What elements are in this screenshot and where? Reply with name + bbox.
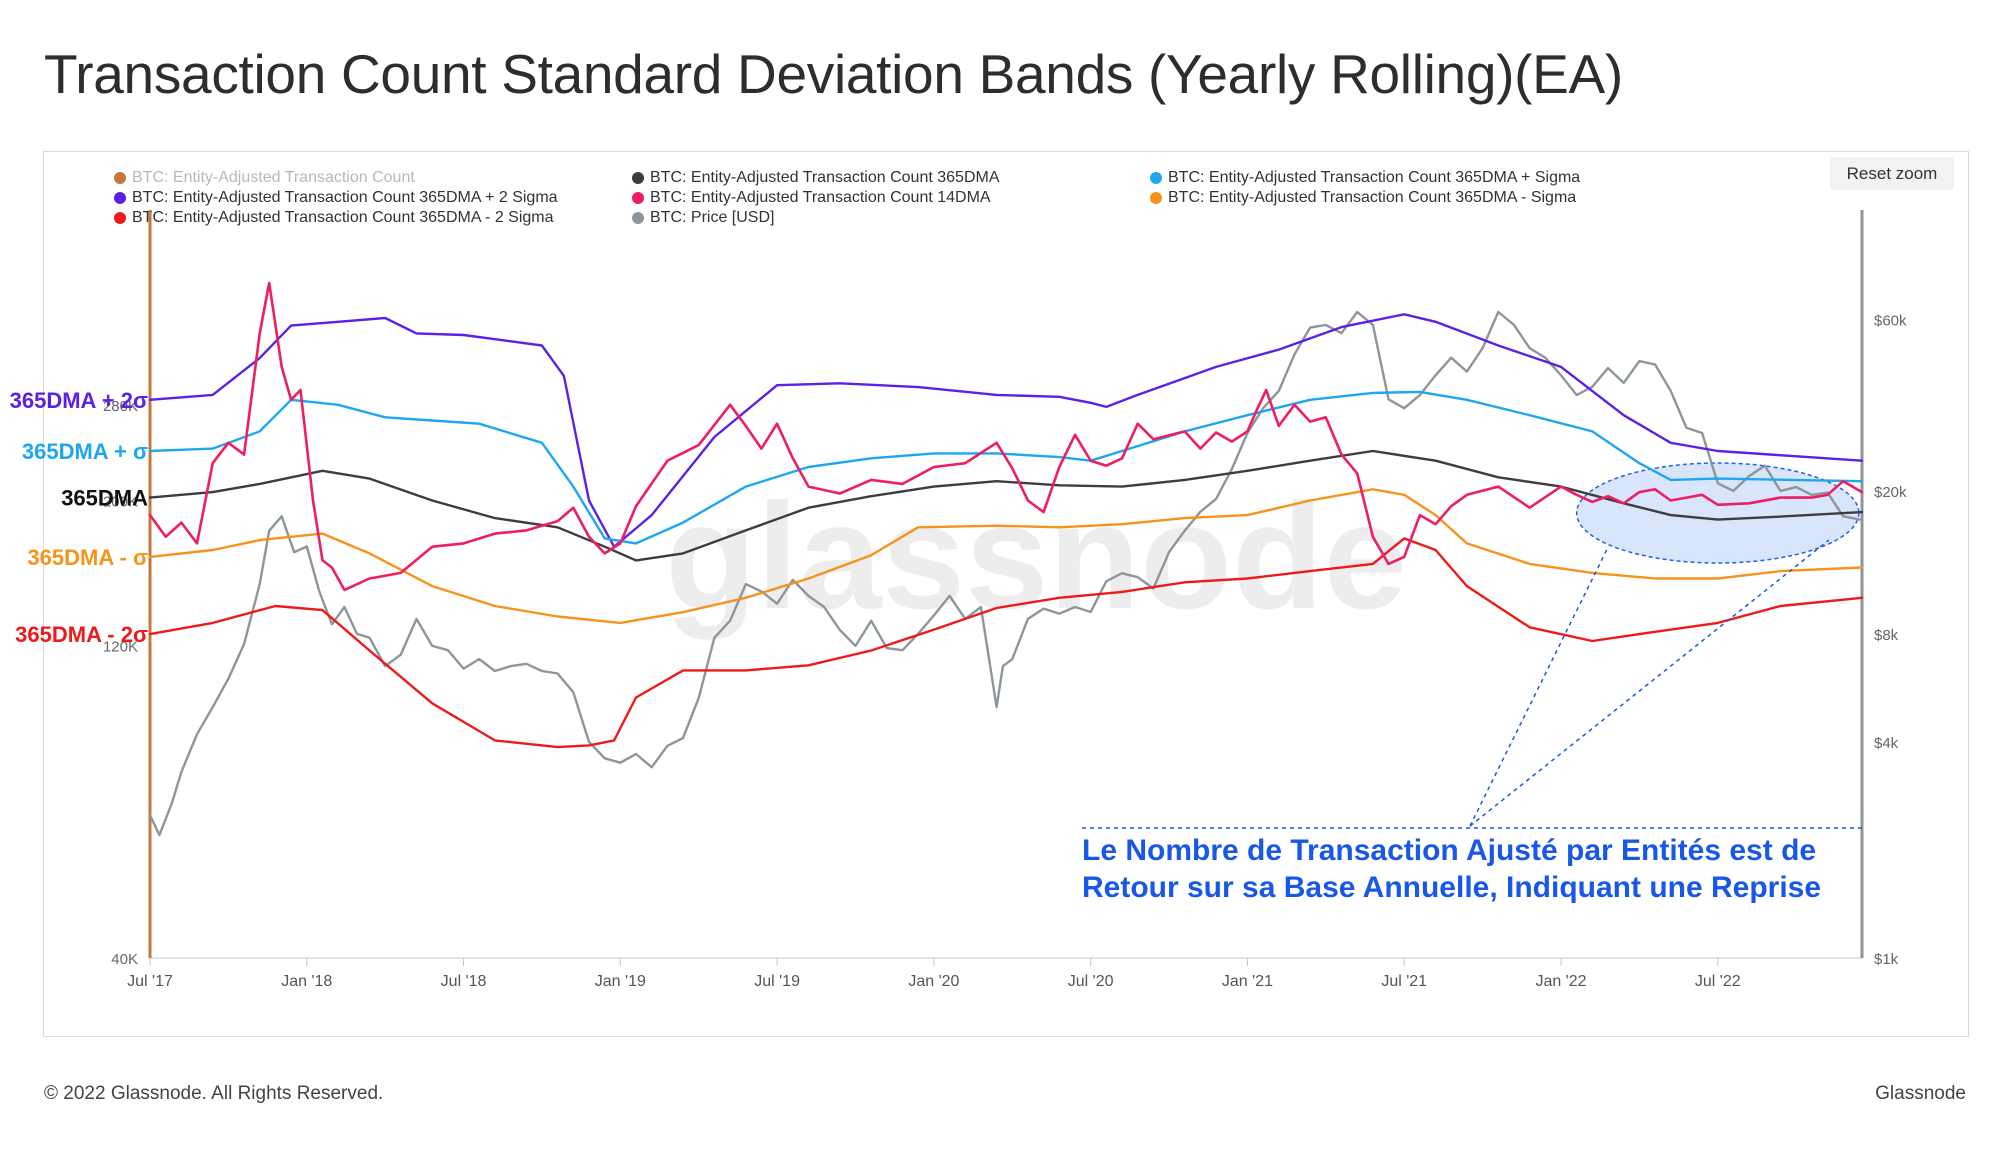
legend-item[interactable]: BTC: Entity-Adjusted Transaction Count 3…	[114, 209, 554, 227]
legend-item[interactable]: BTC: Price [USD]	[632, 209, 774, 227]
legend-dot-icon	[114, 172, 126, 184]
copyright-text: © 2022 Glassnode. All Rights Reserved.	[44, 1083, 384, 1104]
legend-item[interactable]: BTC: Entity-Adjusted Transaction Count 3…	[632, 169, 1000, 187]
legend-dot-icon	[632, 172, 644, 184]
legend-dot-icon	[114, 212, 126, 224]
legend-dot-icon	[632, 192, 644, 204]
legend-item[interactable]: BTC: Entity-Adjusted Transaction Count 3…	[1150, 169, 1580, 187]
legend-label: BTC: Entity-Adjusted Transaction Count 3…	[1168, 189, 1577, 206]
chart-frame	[43, 151, 1969, 1037]
legend-dot-icon	[1150, 192, 1162, 204]
legend-label: BTC: Entity-Adjusted Transaction Count 3…	[132, 189, 558, 206]
legend-label: BTC: Entity-Adjusted Transaction Count 3…	[650, 169, 1000, 186]
legend-label: BTC: Entity-Adjusted Transaction Count 1…	[650, 189, 991, 206]
legend-label: BTC: Entity-Adjusted Transaction Count 3…	[132, 209, 554, 226]
legend-item[interactable]: BTC: Entity-Adjusted Transaction Count 3…	[1150, 189, 1576, 207]
brand-text: Glassnode	[1875, 1083, 1966, 1104]
legend-dot-icon	[1150, 172, 1162, 184]
legend-item[interactable]: BTC: Entity-Adjusted Transaction Count	[114, 169, 415, 187]
legend-dot-icon	[114, 192, 126, 204]
legend-dot-icon	[632, 212, 644, 224]
legend-item[interactable]: BTC: Entity-Adjusted Transaction Count 3…	[114, 189, 558, 207]
legend-item[interactable]: BTC: Entity-Adjusted Transaction Count 1…	[632, 189, 991, 207]
legend-label: BTC: Entity-Adjusted Transaction Count 3…	[1168, 169, 1581, 186]
page-title: Transaction Count Standard Deviation Ban…	[44, 43, 1623, 105]
reset-zoom-button[interactable]: Reset zoom	[1830, 157, 1954, 190]
legend-label: BTC: Price [USD]	[650, 209, 775, 226]
legend-label: BTC: Entity-Adjusted Transaction Count	[132, 169, 415, 186]
